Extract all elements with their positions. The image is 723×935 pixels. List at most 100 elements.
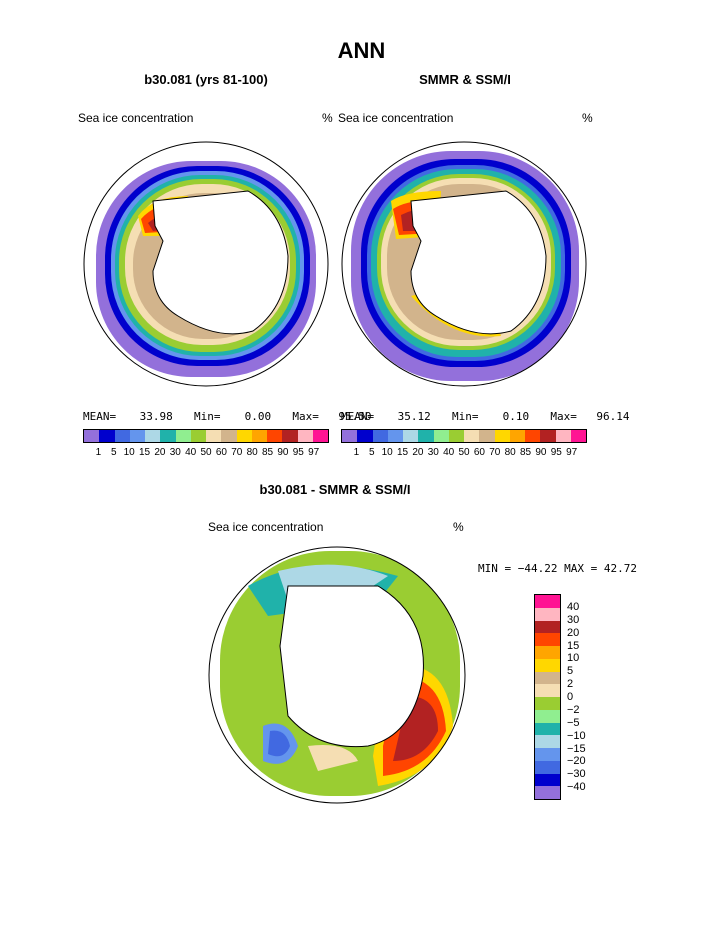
colorbar-swatch [129, 430, 145, 442]
panel1-stats: MEAN= 33.98 Min= 0.00 Max= 95.50 [83, 410, 372, 423]
colorbar-tick-label: 40 [443, 447, 455, 458]
panel2-colorbar [341, 429, 587, 443]
colorbar-tick-label: 10 [123, 447, 135, 458]
panel1-colorbar-ticks: 1 5 10 15 20 30 40 50 60 70 80 85 90 95 97 [83, 447, 329, 461]
mean-label: MEAN= [341, 410, 375, 423]
colorbar-swatch [236, 430, 252, 442]
colorbar-tick-label: 95 [292, 447, 304, 458]
diff-colorbar [534, 594, 561, 800]
panel1-map [83, 141, 329, 387]
colorbar-swatch [540, 430, 556, 442]
min-label: Min= [452, 410, 479, 423]
colorbar-swatch [535, 633, 560, 646]
colorbar-tick-label: 97 [566, 447, 578, 458]
colorbar-tick-label: 90 [535, 447, 547, 458]
colorbar-tick-label: −2 [567, 703, 580, 716]
colorbar-swatch [535, 595, 560, 608]
colorbar-tick-label: 80 [246, 447, 258, 458]
min-value: 0.10 [502, 410, 530, 423]
colorbar-tick-label: 90 [277, 447, 289, 458]
colorbar-tick-label: 15 [396, 447, 409, 458]
colorbar-swatch [535, 620, 560, 634]
panel2-map [341, 141, 587, 387]
colorbar-tick-label: 15 [567, 639, 580, 652]
diff-colorbar-ticks: 40 30 20 15 10 5 2 0 −2 −5 −10 −15 −20 −30 −40 [567, 594, 597, 800]
panel2-colorbar-ticks: 1 5 10 15 20 30 40 50 60 70 80 85 90 95 97 [341, 447, 587, 461]
colorbar-swatch [297, 430, 313, 442]
panel2-right-label: % [582, 111, 593, 125]
colorbar-swatch [525, 430, 541, 442]
colorbar-swatch [372, 430, 388, 442]
page-title: ANN [337, 38, 386, 63]
colorbar-swatch [282, 430, 298, 442]
colorbar-swatch [509, 430, 525, 442]
mean-value: 35.12 [397, 410, 431, 423]
colorbar-tick-label: 60 [473, 447, 485, 458]
colorbar-tick-label: 0 [567, 691, 574, 703]
colorbar-tick-label: −40 [567, 781, 586, 794]
panel2-left-label: Sea ice concentration [338, 111, 454, 125]
colorbar-tick-label: 85 [261, 447, 274, 458]
max-value: 95.50 [338, 410, 372, 423]
colorbar-swatch [418, 430, 434, 442]
colorbar-tick-label: 60 [215, 447, 227, 458]
colorbar-swatch [99, 430, 115, 442]
colorbar-tick-label: −5 [567, 716, 580, 729]
min-value: 0.00 [244, 410, 272, 423]
colorbar-tick-label: −15 [567, 742, 586, 755]
colorbar-tick-label: 1 [95, 447, 102, 458]
colorbar-swatch [251, 430, 267, 442]
colorbar-tick-label: 50 [458, 447, 470, 458]
min-label: Min= [194, 410, 221, 423]
colorbar-swatch [433, 430, 449, 442]
colorbar-tick-label: 20 [567, 626, 580, 639]
colorbar-swatch [494, 430, 510, 442]
colorbar-swatch [84, 430, 100, 442]
panel2-subtitle: SMMR & SSM/I [419, 72, 511, 87]
panel1-colorbar [83, 429, 329, 443]
colorbar-swatch [535, 786, 560, 799]
colorbar-swatch [555, 430, 571, 442]
colorbar-swatch [160, 430, 176, 442]
colorbar-tick-label: −30 [567, 768, 586, 781]
colorbar-tick-label: 2 [567, 678, 574, 691]
colorbar-swatch [448, 430, 464, 442]
colorbar-swatch [535, 658, 560, 672]
diff-left-label: Sea ice concentration [208, 520, 324, 534]
mean-value: 33.98 [139, 410, 173, 423]
colorbar-tick-label: 40 [185, 447, 197, 458]
diff-right-label: % [453, 520, 464, 534]
colorbar-swatch [221, 430, 237, 442]
colorbar-swatch [464, 430, 480, 442]
colorbar-tick-label: −10 [567, 729, 586, 742]
colorbar-tick-label: 5 [110, 447, 117, 458]
colorbar-swatch [175, 430, 191, 442]
diff-minmax: MIN = −44.22 MAX = 42.72 [478, 562, 637, 575]
colorbar-swatch [535, 735, 560, 748]
colorbar-tick-label: 70 [231, 447, 243, 458]
colorbar-swatch [479, 430, 495, 442]
colorbar-swatch [535, 671, 560, 685]
colorbar-swatch [535, 684, 560, 697]
colorbar-swatch [114, 430, 130, 442]
panel1-left-label: Sea ice concentration [78, 111, 194, 125]
colorbar-swatch [535, 722, 560, 736]
mean-label: MEAN= [83, 410, 117, 423]
colorbar-tick-label: 97 [308, 447, 320, 458]
colorbar-swatch [570, 430, 586, 442]
colorbar-swatch [535, 646, 560, 659]
colorbar-swatch [357, 430, 373, 442]
colorbar-swatch [535, 709, 560, 723]
max-label: Max= [550, 410, 577, 423]
colorbar-swatch [535, 748, 560, 761]
colorbar-tick-label: 30 [169, 447, 181, 458]
colorbar-tick-label: 40 [567, 600, 580, 613]
colorbar-tick-label: 30 [567, 613, 580, 626]
colorbar-swatch [145, 430, 161, 442]
colorbar-tick-label: 80 [504, 447, 516, 458]
colorbar-tick-label: 10 [567, 652, 580, 665]
colorbar-tick-label: 1 [353, 447, 360, 458]
colorbar-tick-label: 5 [567, 665, 574, 678]
colorbar-tick-label: 30 [427, 447, 439, 458]
colorbar-swatch [312, 430, 328, 442]
